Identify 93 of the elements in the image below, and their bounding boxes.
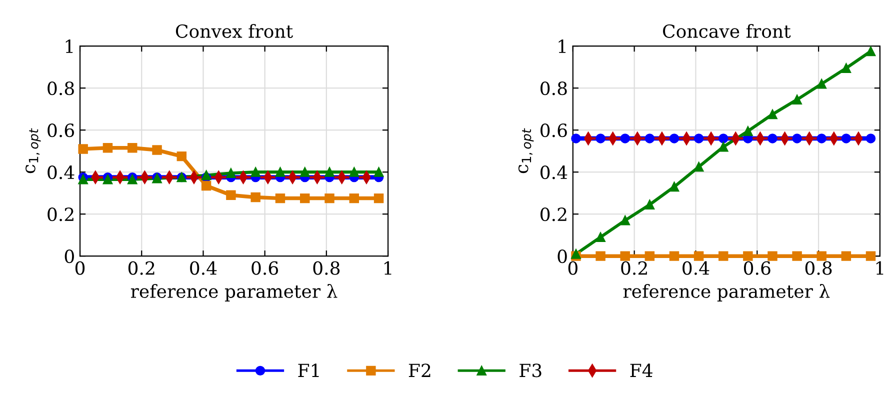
point [226, 190, 236, 200]
point [78, 144, 88, 154]
point [250, 192, 260, 202]
point [620, 251, 630, 261]
y-tick-label: 1 [558, 40, 566, 53]
point [78, 174, 88, 184]
x-axis-title: reference parameter λ [130, 284, 338, 302]
point [250, 167, 260, 177]
point [768, 134, 778, 144]
point [102, 174, 113, 184]
x-tick-label: 0.2 [128, 261, 154, 275]
point [152, 145, 162, 155]
point [349, 167, 360, 177]
point [866, 46, 876, 56]
point [226, 168, 236, 178]
point [841, 63, 852, 73]
x-tick-label: 0.6 [252, 261, 278, 275]
x-tick-label: 0.8 [313, 261, 340, 275]
x-tick-label: 0.6 [744, 261, 770, 275]
point [841, 134, 852, 144]
point [816, 78, 826, 89]
point [768, 109, 778, 120]
x-tick-label: 0.4 [682, 261, 710, 275]
x-axis-title: reference parameter λ [623, 284, 830, 302]
point [718, 142, 728, 152]
point [816, 134, 826, 144]
point [669, 251, 680, 261]
point [866, 134, 876, 144]
y-tick-label: 0.4 [48, 166, 74, 180]
y-tick-label: 0.2 [540, 208, 566, 222]
point [349, 193, 360, 204]
y-tick-label: 0 [558, 250, 567, 264]
point [374, 167, 384, 177]
point [718, 134, 728, 144]
point [644, 251, 655, 261]
x-tick-label: 0.8 [805, 261, 832, 275]
x-tick-label: 0.4 [190, 261, 217, 275]
y-tick-label: 0.6 [540, 124, 567, 138]
y-tick-label: 0 [64, 250, 74, 264]
point [128, 143, 138, 153]
x-tick-label: 1 [876, 261, 884, 275]
point [596, 134, 606, 144]
point [816, 251, 826, 261]
point [644, 134, 655, 144]
point [128, 174, 138, 184]
point [324, 167, 334, 177]
chart-title: Convex front [176, 24, 293, 38]
y-tick-label: 0.8 [48, 82, 74, 96]
point [743, 251, 753, 261]
point [102, 143, 113, 153]
point [201, 180, 212, 191]
point [718, 251, 728, 261]
point [841, 251, 852, 261]
y-tick-label: 0.4 [540, 166, 568, 180]
point [669, 134, 680, 144]
legend-label: F4 [630, 364, 652, 377]
y-tick-label: 0.8 [540, 82, 567, 96]
point [275, 193, 286, 204]
x-tick-label: 0 [568, 261, 578, 275]
point [792, 94, 802, 104]
point [694, 134, 704, 144]
point [669, 182, 680, 192]
y-axis-title: c$_{1,opt}$ [518, 128, 534, 174]
point [743, 126, 753, 136]
point [792, 134, 802, 144]
point [571, 134, 581, 144]
point [866, 251, 876, 261]
point [792, 251, 802, 261]
point [275, 167, 286, 177]
point [694, 251, 704, 261]
point [596, 232, 606, 242]
x-tick-label: 0 [75, 261, 85, 275]
point [694, 162, 704, 172]
point [300, 193, 310, 204]
y-tick-label: 0.6 [48, 124, 74, 138]
legend-label: F3 [520, 364, 542, 378]
y-tick-label: 1 [66, 40, 73, 53]
x-tick-label: 1 [384, 261, 392, 275]
legend-label: F2 [408, 364, 430, 377]
chart-title: Concave front [663, 24, 791, 38]
legend-label: F1 [298, 364, 319, 377]
point [620, 134, 630, 144]
point [768, 251, 778, 261]
point [324, 193, 334, 204]
point [644, 200, 655, 210]
y-tick-label: 0.2 [48, 208, 74, 222]
point [300, 167, 310, 177]
point [596, 251, 606, 261]
point [176, 151, 187, 162]
x-tick-label: 0.2 [621, 261, 647, 275]
point [374, 193, 384, 204]
point [620, 216, 630, 226]
y-axis-title: c$_{1,opt}$ [26, 128, 41, 174]
